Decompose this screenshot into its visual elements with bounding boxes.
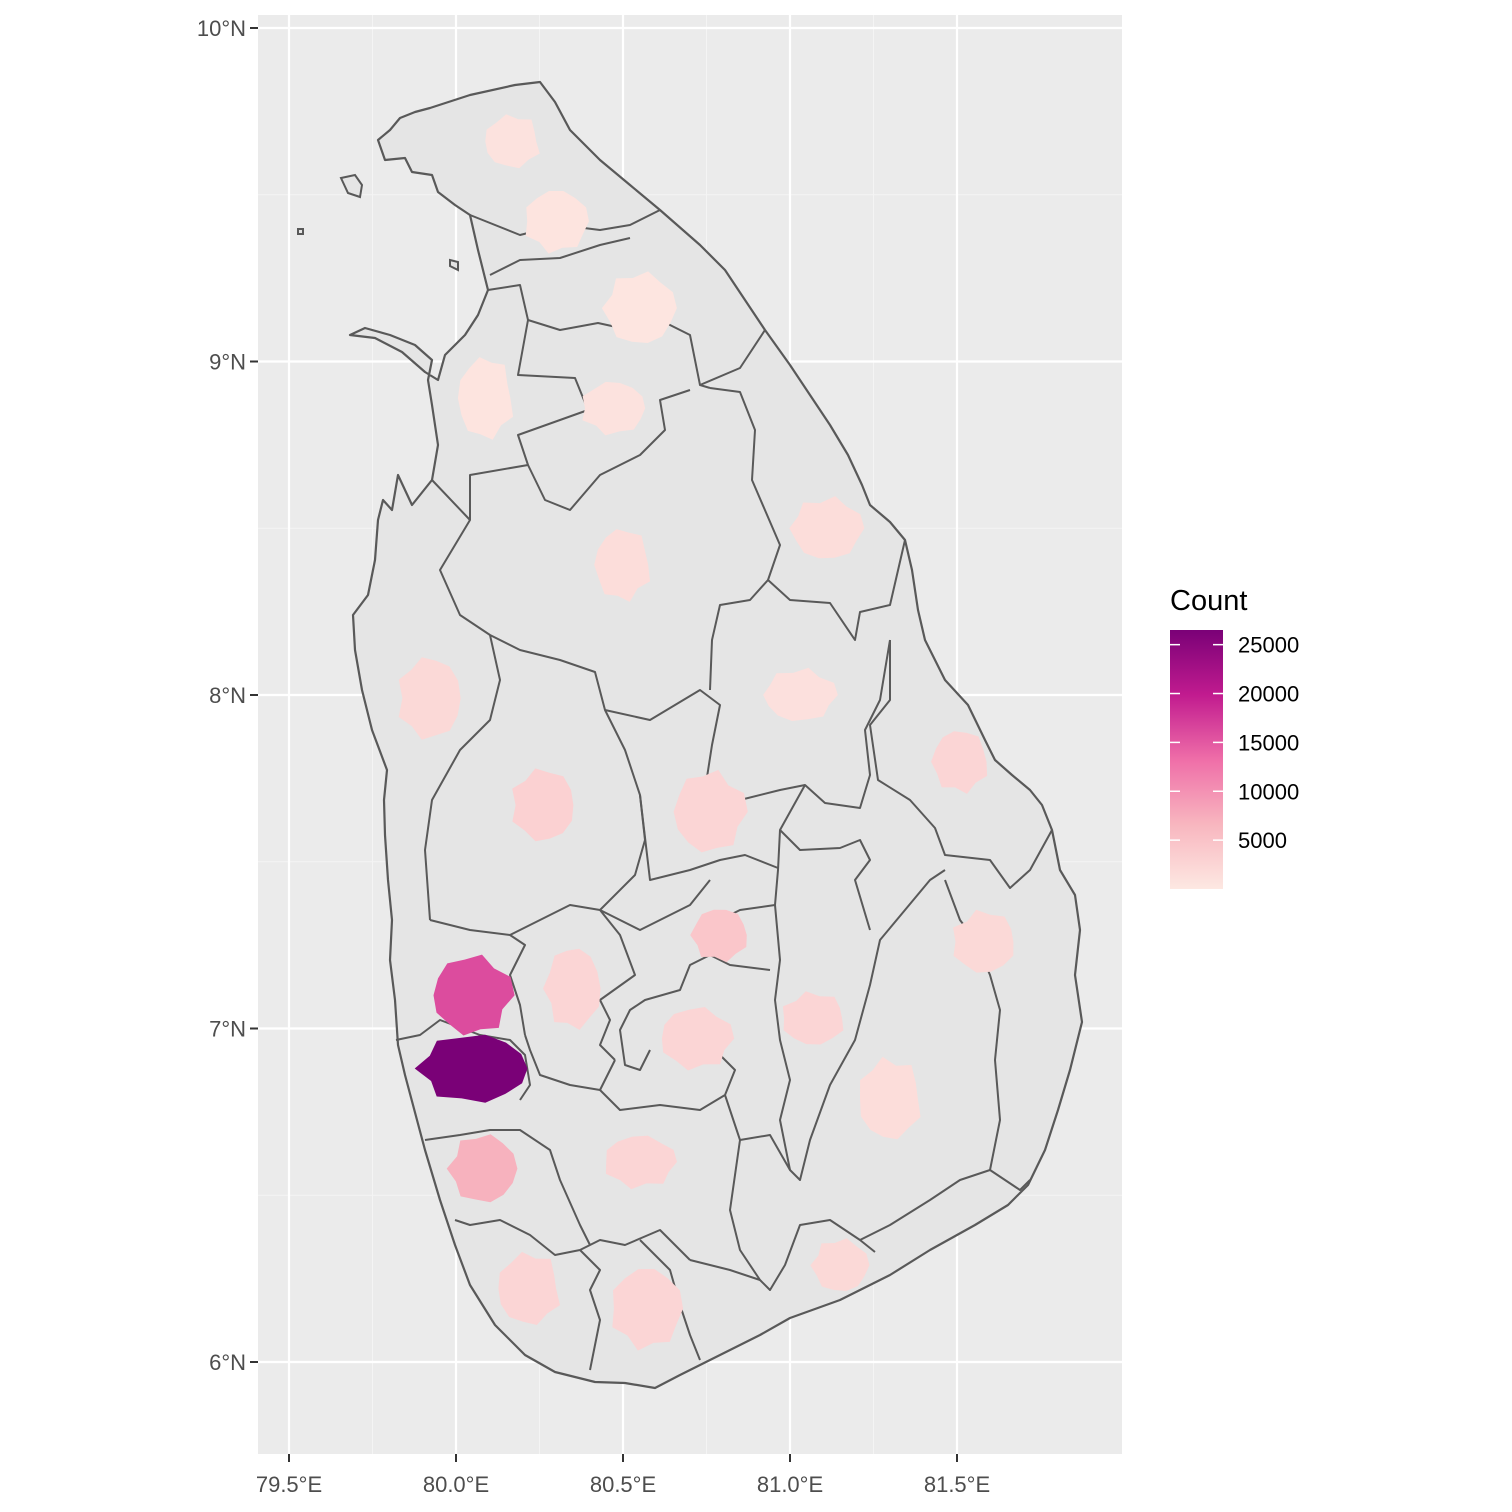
axes: 79.5°E 80.0°E 80.5°E 81.0°E 81.5°E 6°N 7°N 8°N 9… (197, 16, 990, 1497)
district-fill-nuwara-eliya (661, 1007, 735, 1071)
district-fill-ratnapura (605, 1135, 677, 1190)
island-2 (297, 228, 304, 235)
island-3 (449, 258, 459, 272)
district-boundaries (395, 209, 1053, 1371)
legend-break-label: 20000 (1238, 682, 1299, 707)
legend-title: Count (1170, 585, 1247, 617)
sri-lanka-map (297, 80, 1084, 1390)
y-tick-label: 8°N (209, 683, 246, 708)
district-fill-anuradhapura (594, 529, 650, 602)
legend: Count 5000 10000 15000 20000 25000 (1170, 585, 1299, 889)
district-fill-colombo (414, 1034, 528, 1103)
district-fill-kalutara (446, 1134, 518, 1203)
district-fill-kegalle (543, 948, 601, 1030)
district-fill-gampaha (433, 954, 515, 1036)
district-fill-puttalam (398, 657, 461, 740)
x-tick-label: 81.0°E (757, 1472, 823, 1497)
district-fill-kurunegala (512, 768, 574, 842)
choropleth-fills (398, 114, 1014, 1351)
district-fill-mannar (457, 357, 514, 440)
legend-break-label: 10000 (1238, 779, 1299, 804)
y-tick-label: 6°N (209, 1350, 246, 1375)
y-tick-label: 7°N (209, 1017, 246, 1042)
district-fill-matale (673, 769, 748, 853)
y-tick-label: 10°N (197, 16, 246, 41)
x-tick-label: 80.5°E (590, 1472, 656, 1497)
sri-lanka-landmass (348, 80, 1084, 1390)
y-tick-label: 9°N (209, 350, 246, 375)
district-fill-kilinochchi (525, 191, 589, 254)
legend-break-label: 5000 (1238, 828, 1287, 853)
district-fill-galle (498, 1251, 560, 1325)
district-fill-ampara (953, 909, 1014, 973)
legend-break-label: 25000 (1238, 633, 1299, 658)
district-fill-kandy (690, 909, 747, 963)
x-tick-label: 79.5°E (256, 1472, 322, 1497)
island-1 (339, 173, 364, 199)
legend-colorbar (1170, 630, 1223, 889)
district-fill-mullaitivu (601, 271, 677, 343)
x-tick-label: 80.0°E (423, 1472, 489, 1497)
district-fill-trincomalee (789, 496, 865, 559)
legend-break-label: 15000 (1238, 730, 1299, 755)
district-fill-matara (612, 1269, 684, 1351)
district-fill-batticaloa (931, 731, 988, 794)
district-fill-jaffna (485, 114, 540, 169)
district-fill-monaragala (860, 1056, 921, 1140)
district-fill-badulla (782, 991, 844, 1045)
district-fill-polonnaruwa (763, 667, 838, 721)
x-tick-label: 81.5°E (924, 1472, 990, 1497)
district-fill-vavuniya (582, 381, 646, 436)
district-fill-hambantota (810, 1238, 870, 1291)
